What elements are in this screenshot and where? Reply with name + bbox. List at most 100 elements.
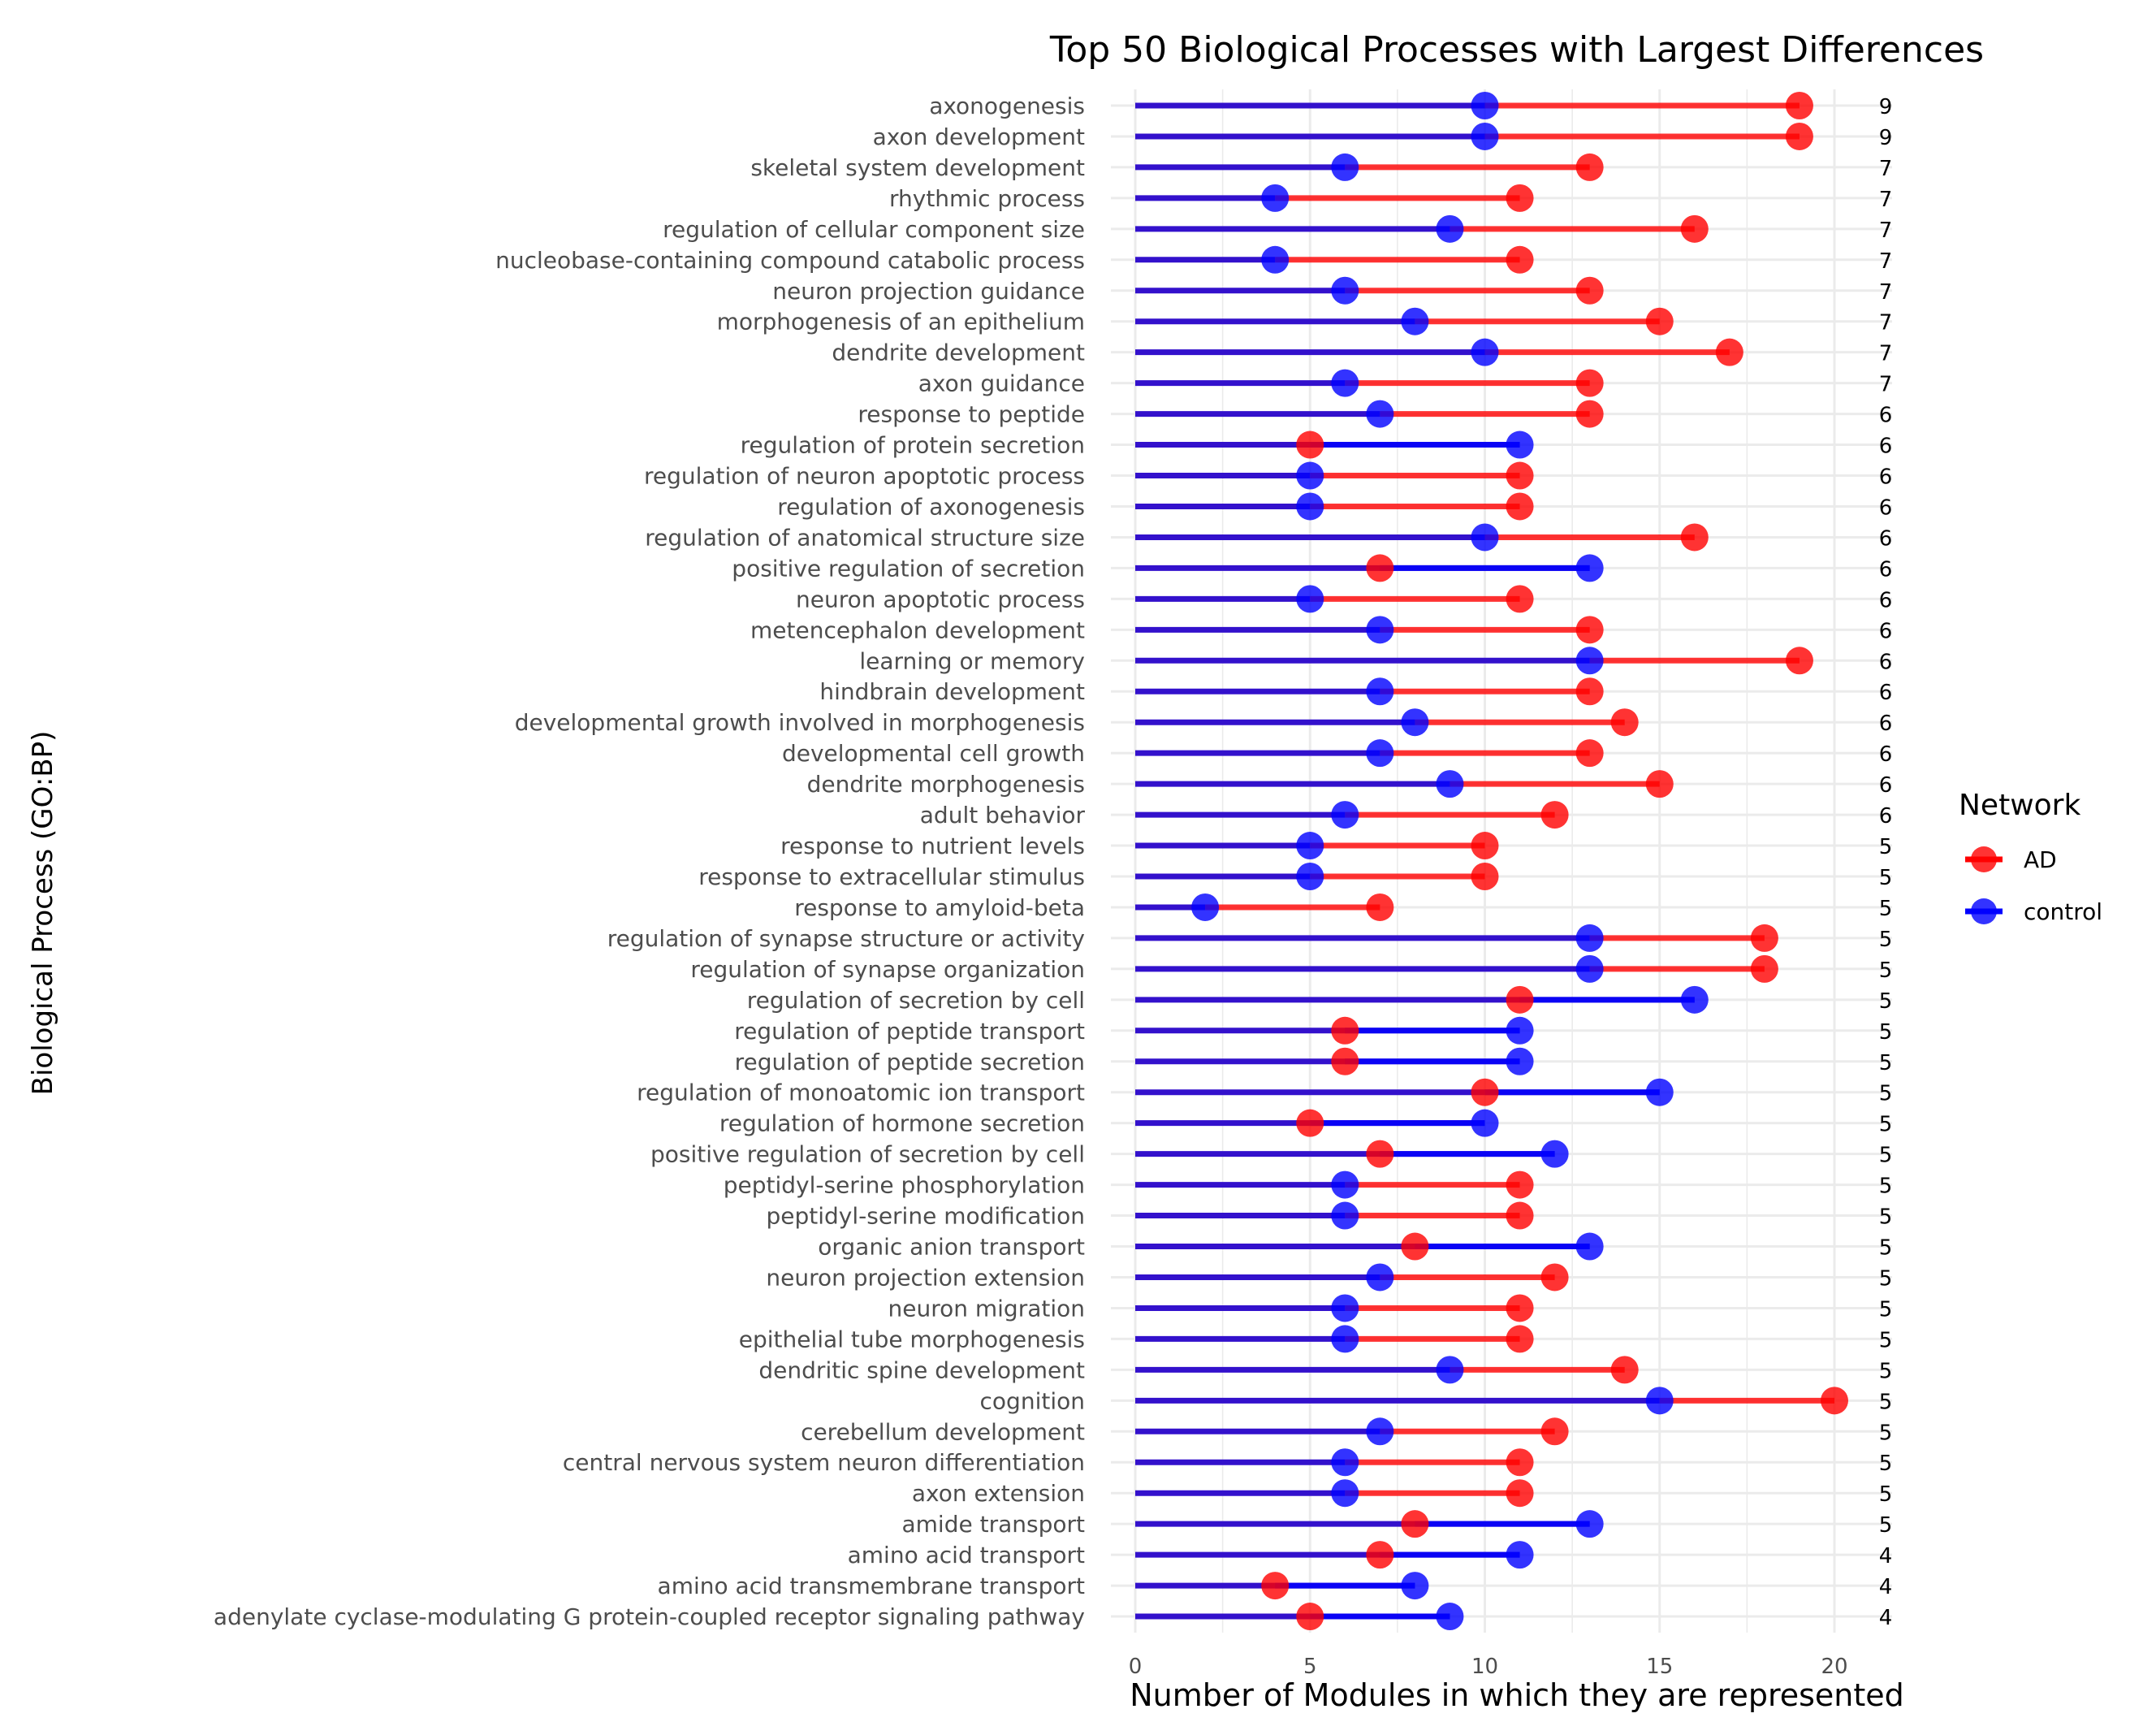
y-tick-label: dendrite morphogenesis bbox=[807, 771, 1085, 798]
ad-point bbox=[1506, 1294, 1534, 1322]
ad-point bbox=[1331, 1047, 1359, 1075]
ad-point bbox=[1366, 1140, 1394, 1168]
x-tick-label: 0 bbox=[1129, 1655, 1143, 1679]
dumbbell-row bbox=[1135, 461, 1534, 490]
difference-label: 5 bbox=[1879, 1266, 1893, 1291]
chart-title: Top 50 Biological Processes with Largest… bbox=[1049, 29, 1984, 71]
control-point bbox=[1296, 585, 1324, 613]
difference-label: 5 bbox=[1879, 1020, 1893, 1045]
ad-point bbox=[1715, 338, 1743, 366]
difference-label: 6 bbox=[1879, 773, 1893, 798]
control-point bbox=[1645, 1387, 1674, 1415]
y-tick-label: regulation of hormone secretion bbox=[719, 1110, 1085, 1137]
difference-label: 6 bbox=[1879, 712, 1893, 736]
dumbbell-row bbox=[1135, 1109, 1499, 1137]
difference-label: 7 bbox=[1879, 280, 1893, 305]
dumbbell-row bbox=[1135, 1356, 1639, 1384]
ad-point bbox=[1506, 985, 1534, 1014]
control-point bbox=[1506, 430, 1534, 459]
y-tick-label: amino acid transport bbox=[848, 1542, 1085, 1568]
dumbbell-row bbox=[1135, 1479, 1534, 1508]
control-point bbox=[1366, 739, 1394, 768]
y-tick-label: dendritic spine development bbox=[758, 1356, 1085, 1383]
legend-item-ad: AD bbox=[1965, 846, 2057, 873]
ad-point bbox=[1296, 1603, 1324, 1631]
control-point bbox=[1331, 1479, 1359, 1508]
control-point bbox=[1436, 770, 1464, 798]
ad-point bbox=[1680, 214, 1709, 243]
control-point bbox=[1331, 1294, 1359, 1322]
control-point bbox=[1506, 1047, 1534, 1075]
control-point bbox=[1575, 924, 1604, 952]
difference-label: 5 bbox=[1879, 928, 1893, 952]
ad-point bbox=[1506, 1479, 1534, 1508]
difference-label: 5 bbox=[1879, 989, 1893, 1014]
dumbbell-row bbox=[1135, 1387, 1848, 1415]
difference-label: 5 bbox=[1879, 866, 1893, 890]
control-point bbox=[1471, 523, 1499, 552]
difference-label: 6 bbox=[1879, 557, 1893, 582]
dumbbell-row bbox=[1135, 1232, 1604, 1261]
legend: Network AD control bbox=[1959, 789, 2102, 925]
y-tick-label: axon guidance bbox=[918, 370, 1085, 397]
y-tick-label: positive regulation of secretion by cell bbox=[650, 1141, 1085, 1168]
control-point bbox=[1331, 1325, 1359, 1353]
ad-point bbox=[1540, 801, 1569, 829]
difference-label: 6 bbox=[1879, 435, 1893, 459]
dumbbell-row bbox=[1135, 1603, 1464, 1631]
difference-label: 7 bbox=[1879, 188, 1893, 212]
ad-point bbox=[1785, 122, 1813, 150]
dumbbell-row bbox=[1135, 1078, 1674, 1106]
control-point bbox=[1366, 1263, 1394, 1292]
y-tick-label: neuron projection guidance bbox=[772, 278, 1085, 305]
ad-point bbox=[1506, 492, 1534, 521]
ad-point bbox=[1575, 153, 1604, 181]
dumbbell-row bbox=[1135, 1140, 1569, 1168]
y-tick-label: cognition bbox=[980, 1387, 1085, 1414]
difference-label: 5 bbox=[1879, 897, 1893, 921]
ad-point bbox=[1575, 400, 1604, 428]
difference-label: 5 bbox=[1879, 1513, 1893, 1538]
y-tick-label: morphogenesis of an epithelium bbox=[717, 309, 1085, 335]
ad-point bbox=[1540, 1417, 1569, 1446]
y-tick-label: regulation of peptide secretion bbox=[735, 1049, 1085, 1075]
y-tick-label: dendrite development bbox=[832, 340, 1085, 366]
ad-point bbox=[1506, 1448, 1534, 1477]
difference-label: 7 bbox=[1879, 373, 1893, 397]
difference-label: 4 bbox=[1879, 1544, 1893, 1568]
difference-label: 5 bbox=[1879, 1390, 1893, 1414]
y-tick-label: nucleobase-containing compound catabolic… bbox=[495, 247, 1085, 274]
y-tick-label: skeletal system development bbox=[750, 154, 1085, 181]
y-tick-label: regulation of monoatomic ion transport bbox=[637, 1079, 1085, 1106]
dumbbell-row bbox=[1135, 92, 1813, 119]
control-point bbox=[1401, 1572, 1429, 1600]
control-point bbox=[1331, 276, 1359, 305]
ad-point bbox=[1750, 924, 1778, 952]
difference-label: 6 bbox=[1879, 650, 1893, 674]
dumbbell-row bbox=[1135, 647, 1813, 675]
control-point bbox=[1471, 1109, 1499, 1137]
ad-point bbox=[1645, 307, 1674, 335]
control-point bbox=[1575, 554, 1604, 582]
dumbbell-row bbox=[1135, 122, 1813, 150]
control-point bbox=[1401, 708, 1429, 737]
y-tick-label: neuron migration bbox=[888, 1295, 1085, 1322]
difference-label: 5 bbox=[1879, 1205, 1893, 1230]
ad-point bbox=[1575, 677, 1604, 706]
dumbbell-row bbox=[1135, 1448, 1534, 1477]
difference-label: 9 bbox=[1879, 126, 1893, 150]
dumbbell-row bbox=[1135, 985, 1709, 1014]
data-marks bbox=[1135, 92, 1848, 1631]
difference-label: 7 bbox=[1879, 249, 1893, 274]
dumbbell-row bbox=[1135, 1047, 1534, 1075]
dumbbell-row bbox=[1135, 708, 1639, 737]
control-point bbox=[1366, 1417, 1394, 1446]
dumbbell-row bbox=[1135, 153, 1604, 181]
y-tick-label: response to nutrient levels bbox=[780, 833, 1085, 859]
difference-label: 5 bbox=[1879, 1236, 1893, 1261]
ad-point bbox=[1471, 1078, 1499, 1106]
difference-label: 6 bbox=[1879, 742, 1893, 767]
control-point bbox=[1261, 245, 1290, 274]
y-tick-label: organic anion transport bbox=[818, 1234, 1085, 1261]
control-point bbox=[1471, 92, 1499, 119]
